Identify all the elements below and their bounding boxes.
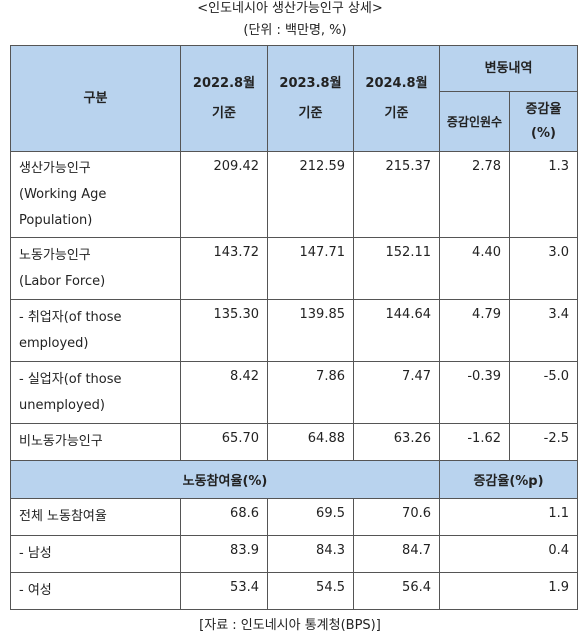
table-row: 노동가능인구 (Labor Force) 143.72 147.71 152.1… <box>10 237 578 300</box>
cell-diff: -0.39 <box>439 361 510 424</box>
row-label: - 여성 <box>10 572 181 610</box>
header-2024-date: 2024.8월 <box>365 75 428 91</box>
header-change-rate-label: 증감율 <box>525 101 562 117</box>
header-2022-basis: 기준 <box>212 105 236 121</box>
row-label-line: 생산가능인구 <box>19 160 91 176</box>
row-label-line: employed) <box>19 335 89 351</box>
participation-change-header: 증감율(%p) <box>439 460 578 499</box>
cell-rate: 3.4 <box>509 299 578 362</box>
header-2023: 2023.8월 기준 <box>267 45 354 152</box>
cell-diff: -1.62 <box>439 423 510 461</box>
cell-change: 1.1 <box>439 498 578 536</box>
cell-2024: 70.6 <box>353 498 440 536</box>
row-label: - 남성 <box>10 535 181 573</box>
cell-2022: 135.30 <box>180 299 268 362</box>
cell-2023: 7.86 <box>267 361 354 424</box>
cell-2022: 8.42 <box>180 361 268 424</box>
row-label: 전체 노동참여율 <box>10 498 181 536</box>
cell-2022: 83.9 <box>180 535 268 573</box>
cell-rate: 1.3 <box>509 151 578 238</box>
row-label-line: Population) <box>19 212 93 228</box>
cell-2022: 65.70 <box>180 423 268 461</box>
row-label: - 실업자(of those unemployed) <box>10 361 181 424</box>
row-label-line: - 취업자(of those <box>19 309 122 325</box>
header-2024: 2024.8월 기준 <box>353 45 440 152</box>
cell-rate: 3.0 <box>509 237 578 300</box>
row-label-line: (Working Age <box>19 186 107 202</box>
row-label-line: unemployed) <box>19 397 105 413</box>
cell-2022: 68.6 <box>180 498 268 536</box>
header-2022-date: 2022.8월 <box>192 75 256 91</box>
cell-2023: 54.5 <box>267 572 354 610</box>
row-label-line: 노동가능인구 <box>19 247 91 263</box>
cell-2023: 69.5 <box>267 498 354 536</box>
header-2022: 2022.8월 기준 <box>180 45 268 152</box>
cell-rate: -2.5 <box>509 423 578 461</box>
cell-diff: 2.78 <box>439 151 510 238</box>
cell-2024: 152.11 <box>353 237 440 300</box>
header-change-count: 증감인원수 <box>439 91 510 152</box>
header-change-rate: 증감율 (%) <box>509 91 578 152</box>
row-label: 비노동가능인구 <box>10 423 181 461</box>
cell-2024: 144.64 <box>353 299 440 362</box>
cell-2022: 53.4 <box>180 572 268 610</box>
unit-note: (단위 : 백만명, %) <box>243 23 347 38</box>
cell-change: 1.9 <box>439 572 578 610</box>
cell-diff: 4.79 <box>439 299 510 362</box>
header-change-rate-unit: (%) <box>531 125 556 141</box>
cell-2024: 84.7 <box>353 535 440 573</box>
cell-diff: 4.40 <box>439 237 510 300</box>
cell-2024: 63.26 <box>353 423 440 461</box>
table-title: <인도네시아 생산가능인구 상세> <box>197 1 383 16</box>
cell-2022: 143.72 <box>180 237 268 300</box>
cell-2024: 7.47 <box>353 361 440 424</box>
table-row: - 남성 83.9 84.3 84.7 0.4 <box>10 535 578 573</box>
table-row: 비노동가능인구 65.70 64.88 63.26 -1.62 -2.5 <box>10 423 578 461</box>
cell-rate: -5.0 <box>509 361 578 424</box>
cell-2023: 64.88 <box>267 423 354 461</box>
table-row: - 여성 53.4 54.5 56.4 1.9 <box>10 572 578 610</box>
row-label: - 취업자(of those employed) <box>10 299 181 362</box>
cell-2022: 209.42 <box>180 151 268 238</box>
header-2023-date: 2023.8월 <box>279 75 342 91</box>
source-note: [자료 : 인도네시아 통계청(BPS)] <box>199 618 381 633</box>
cell-2023: 147.71 <box>267 237 354 300</box>
header-change: 변동내역 <box>439 45 578 92</box>
participation-header-row: 노동참여율(%) 증감율(%p) <box>10 460 578 499</box>
header-2023-basis: 기준 <box>298 105 323 121</box>
header-2024-basis: 기준 <box>384 105 409 121</box>
table-row: - 취업자(of those employed) 135.30 139.85 1… <box>10 299 578 362</box>
table-row: 생산가능인구 (Working Age Population) 209.42 2… <box>10 151 578 238</box>
cell-2023: 84.3 <box>267 535 354 573</box>
header-category: 구분 <box>10 45 181 152</box>
participation-header: 노동참여율(%) <box>10 460 440 499</box>
table-row: - 실업자(of those unemployed) 8.42 7.86 7.4… <box>10 361 578 424</box>
cell-2023: 139.85 <box>267 299 354 362</box>
cell-2024: 56.4 <box>353 572 440 610</box>
cell-2023: 212.59 <box>267 151 354 238</box>
row-label-line: (Labor Force) <box>19 273 106 289</box>
row-label-line: - 실업자(of those <box>19 371 122 387</box>
row-label: 생산가능인구 (Working Age Population) <box>10 151 181 238</box>
table-row: 전체 노동참여율 68.6 69.5 70.6 1.1 <box>10 498 578 536</box>
row-label: 노동가능인구 (Labor Force) <box>10 237 181 300</box>
population-table: 구분 2022.8월 기준 2023.8월 기준 2024.8월 기준 변동내역… <box>10 45 578 610</box>
cell-2024: 215.37 <box>353 151 440 238</box>
cell-change: 0.4 <box>439 535 578 573</box>
